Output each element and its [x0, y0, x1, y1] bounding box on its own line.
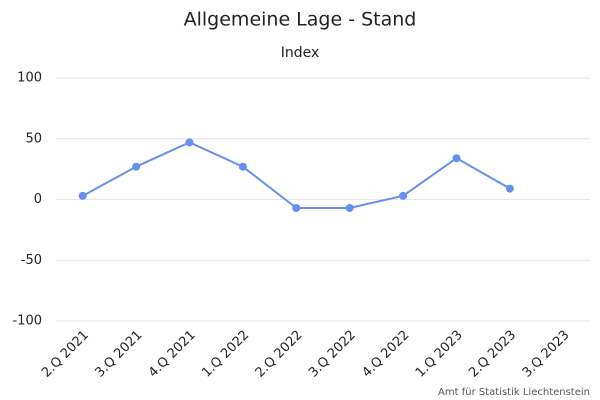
data-point — [399, 191, 408, 200]
x-tick-label: 3.Q 2023 — [520, 328, 573, 381]
chart-subtitle: Index — [281, 45, 320, 61]
y-tick-label: 0 — [34, 192, 42, 207]
data-point — [505, 184, 514, 193]
data-point — [452, 154, 461, 163]
data-point — [78, 191, 87, 200]
x-tick-label: 2.Q 2023 — [466, 328, 519, 381]
data-point — [345, 204, 354, 213]
x-tick-label: 1.Q 2022 — [199, 328, 252, 381]
y-tick-label: 50 — [25, 131, 42, 146]
data-point — [292, 204, 301, 213]
y-tick-label: -100 — [12, 314, 42, 329]
y-tick-label: 100 — [17, 71, 42, 86]
x-tick-label: 3.Q 2022 — [306, 328, 359, 381]
series-line — [82, 141, 511, 210]
data-point — [132, 162, 141, 171]
x-tick-label: 4.Q 2022 — [359, 328, 412, 381]
credit: Amt für Statistik Liechtenstein — [438, 387, 590, 398]
x-tick-label: 3.Q 2021 — [92, 328, 145, 381]
x-tick-label: 1.Q 2023 — [413, 328, 466, 381]
data-point — [238, 162, 247, 171]
chart-title: Allgemeine Lage - Stand — [184, 9, 417, 31]
data-point — [185, 138, 194, 147]
x-tick-label: 2.Q 2021 — [39, 328, 92, 381]
x-tick-label: 4.Q 2021 — [146, 328, 199, 381]
x-tick-label: 2.Q 2022 — [253, 328, 306, 381]
y-tick-label: -50 — [21, 253, 42, 268]
